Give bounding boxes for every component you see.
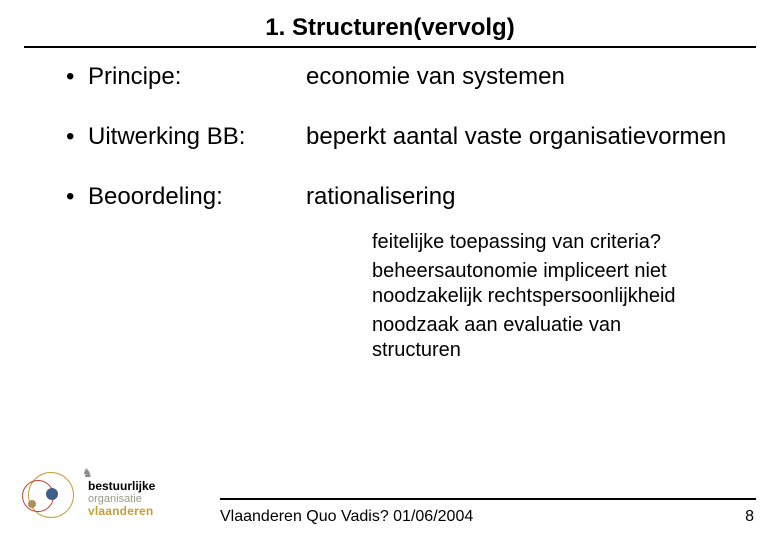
- bullet-value: economie van systemen: [306, 62, 756, 92]
- top-rule: [24, 46, 756, 48]
- sub-item: beheersautonomie impliceert niet noodzak…: [372, 259, 706, 309]
- sub-item: noodzaak aan evaluatie van structuren: [372, 313, 706, 363]
- bullet-label-col: • Principe:: [66, 62, 306, 92]
- logo: ♞ bestuurlijke organisatie vlaanderen: [10, 466, 210, 530]
- bullet-label: Beoordeling:: [88, 182, 223, 212]
- sub-item: feitelijke toepassing van criteria?: [372, 230, 706, 255]
- heraldic-icon: ♞: [82, 466, 93, 480]
- bullet-icon: •: [66, 62, 88, 92]
- bullet-label: Principe:: [88, 62, 181, 92]
- bullet-row: • Principe: economie van systemen: [66, 62, 756, 92]
- bullet-row: • Uitwerking BB: beperkt aantal vaste or…: [66, 122, 756, 152]
- bullet-icon: •: [66, 182, 88, 212]
- bullet-value: beperkt aantal vaste organisatievormen: [306, 122, 756, 152]
- logo-line-1: bestuurlijke: [88, 480, 155, 493]
- logo-dot-icon: [28, 500, 36, 508]
- bullet-label-col: • Uitwerking BB:: [66, 122, 306, 152]
- slide-title: 1. Structuren(vervolg): [0, 14, 780, 42]
- bullet-value: rationalisering: [306, 182, 756, 212]
- logo-line-3: vlaanderen: [88, 505, 155, 518]
- bottom-rule: [220, 498, 756, 500]
- content-area: • Principe: economie van systemen • Uitw…: [66, 62, 756, 367]
- page-number: 8: [745, 508, 754, 526]
- slide: 1. Structuren(vervolg) • Principe: econo…: [0, 0, 780, 540]
- bullet-label-col: • Beoordeling:: [66, 182, 306, 212]
- logo-text: bestuurlijke organisatie vlaanderen: [88, 480, 155, 518]
- sub-items: feitelijke toepassing van criteria? behe…: [372, 230, 756, 363]
- bullet-icon: •: [66, 122, 88, 152]
- bullet-row: • Beoordeling: rationalisering: [66, 182, 756, 212]
- logo-dot-icon: [46, 488, 58, 500]
- footer-text: Vlaanderen Quo Vadis? 01/06/2004: [220, 508, 473, 526]
- bullet-label: Uitwerking BB:: [88, 122, 245, 152]
